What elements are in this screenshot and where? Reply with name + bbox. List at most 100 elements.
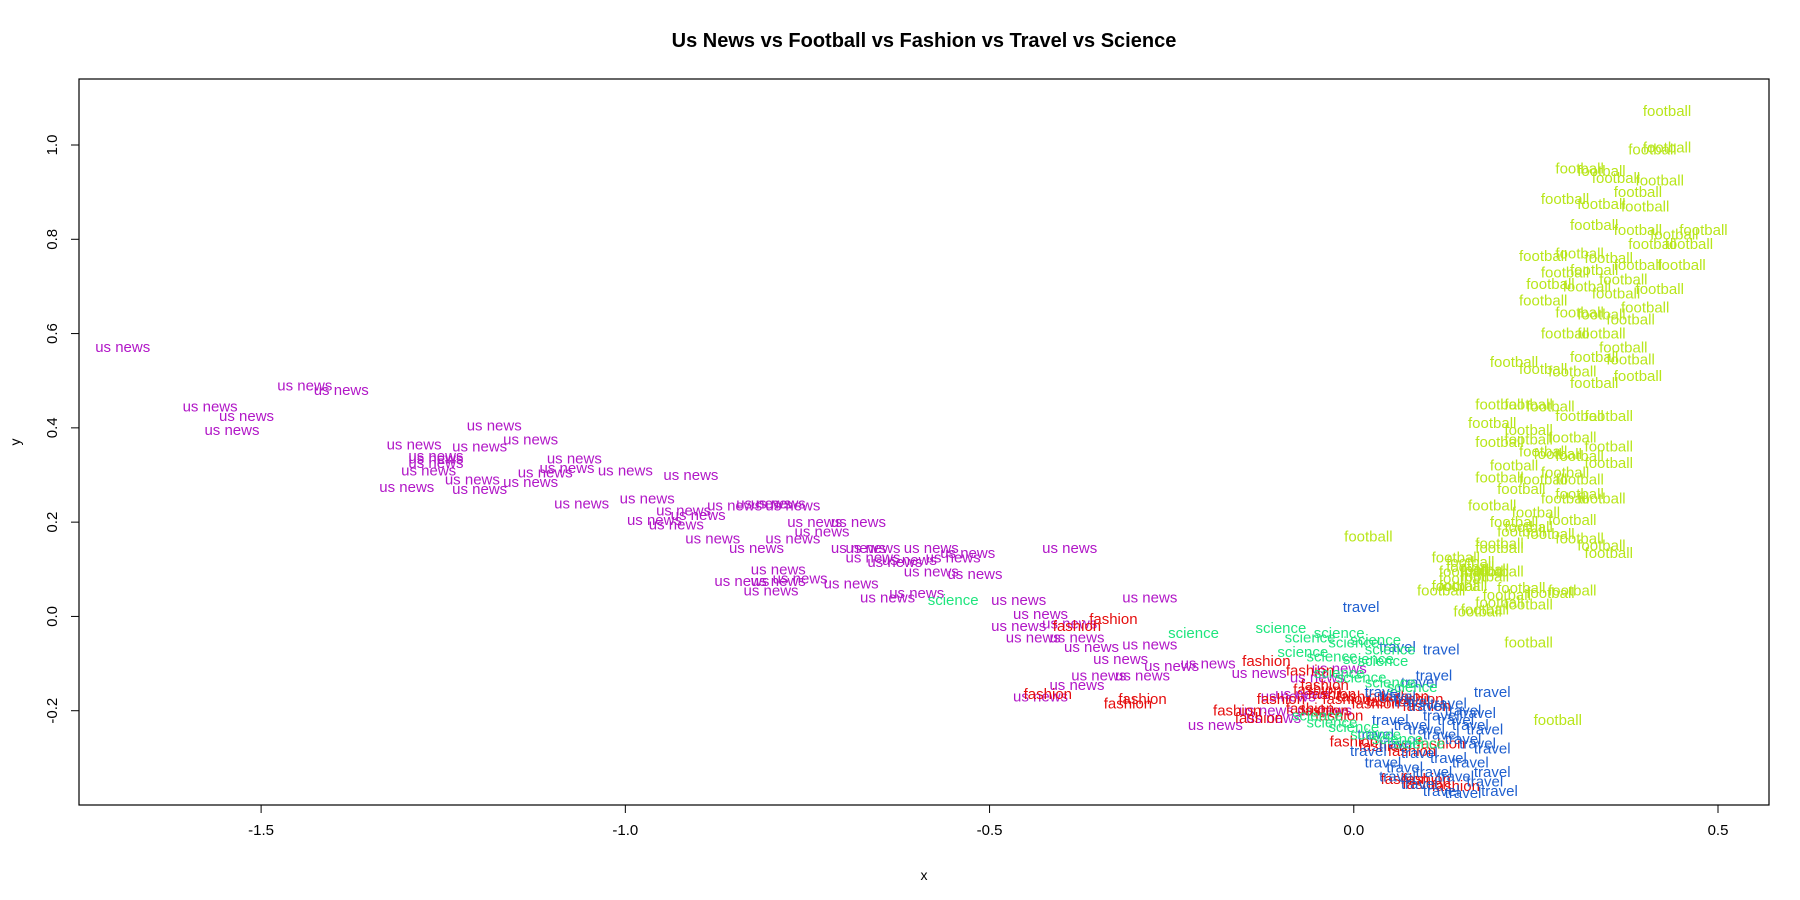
point-travel: travel [1445, 785, 1482, 802]
point-football: football [1577, 538, 1625, 555]
point-us-news: us news [1275, 686, 1330, 703]
point-travel: travel [1379, 639, 1416, 656]
point-fashion: fashion [1257, 691, 1305, 708]
point-football: football [1504, 432, 1552, 449]
point-football: football [1541, 326, 1589, 343]
point-travel: travel [1474, 684, 1511, 701]
x-tick-label: 0.5 [1708, 822, 1729, 839]
point-fashion: fashion [1024, 686, 1072, 703]
point-football: football [1555, 448, 1603, 465]
point-us-news: us news [445, 472, 500, 489]
point-science: science [1350, 726, 1401, 743]
point-football: football [1614, 222, 1662, 239]
point-us-news: us news [765, 498, 820, 515]
point-travel: travel [1343, 599, 1380, 616]
point-football: football [1585, 455, 1633, 472]
point-travel: travel [1416, 764, 1453, 781]
point-football: football [1585, 545, 1633, 562]
point-science: science [1314, 625, 1365, 642]
point-travel: travel [1423, 726, 1460, 743]
point-us-news: us news [1042, 616, 1097, 633]
point-travel: travel [1394, 717, 1431, 734]
point-football: football [1570, 375, 1618, 392]
point-football: football [1504, 597, 1552, 614]
point-us-news: us news [831, 540, 886, 557]
point-travel: travel [1437, 712, 1474, 729]
point-football: football [1628, 236, 1676, 253]
point-football: football [1541, 465, 1589, 482]
point-football: football [1541, 264, 1589, 281]
point-us-news: us news [467, 418, 522, 435]
point-fashion: fashion [1402, 771, 1450, 788]
point-football: football [1548, 429, 1596, 446]
point-us-news: us news [1071, 667, 1126, 684]
point-us-news: us news [940, 545, 995, 562]
point-football: football [1621, 198, 1669, 215]
point-us-news: us news [503, 474, 558, 491]
point-science: science [1350, 632, 1401, 649]
point-football: football [1534, 446, 1582, 463]
point-us-news: us news [204, 422, 259, 439]
chart-title: Us News vs Football vs Fashion vs Travel… [672, 30, 1177, 52]
point-us-news: us news [1261, 689, 1316, 706]
point-us-news: us news [1312, 660, 1367, 677]
point-football: football [1439, 578, 1487, 595]
point-football: football [1548, 363, 1596, 380]
point-fashion: fashion [1308, 686, 1356, 703]
point-fashion: fashion [1395, 691, 1443, 708]
point-travel: travel [1372, 712, 1409, 729]
point-football: football [1599, 340, 1647, 357]
point-fashion: fashion [1286, 663, 1334, 680]
point-football: football [1461, 568, 1509, 585]
point-us-news: us news [540, 460, 595, 477]
x-axis-label: x [921, 867, 928, 883]
point-us-news: us news [656, 502, 711, 519]
point-us-news: us news [379, 479, 434, 496]
point-fashion: fashion [1235, 710, 1283, 727]
point-travel: travel [1467, 722, 1504, 739]
point-us-news: us news [627, 512, 682, 529]
point-football: football [1614, 257, 1662, 274]
point-science: science [1256, 620, 1307, 637]
point-football: football [1665, 236, 1713, 253]
point-us-news: us news [947, 566, 1002, 583]
point-travel: travel [1423, 707, 1460, 724]
point-us-news: us news [95, 339, 150, 356]
point-us-news: us news [663, 467, 718, 484]
point-us-news: us news [904, 564, 959, 581]
point-football: football [1592, 170, 1640, 187]
point-science: science [1285, 630, 1336, 647]
point-us-news: us news [408, 448, 463, 465]
point-us-news: us news [1049, 677, 1104, 694]
point-fashion: fashion [1118, 691, 1166, 708]
point-us-news: us news [1049, 630, 1104, 647]
point-football: football [1490, 354, 1538, 371]
point-us-news: us news [824, 575, 879, 592]
point-us-news: us news [1239, 703, 1294, 720]
point-football: football [1519, 248, 1567, 265]
y-axis: -0.2 0.0 0.2 0.4 0.6 0.8 1.0 [44, 135, 80, 724]
point-us-news: us news [795, 524, 850, 541]
point-us-news: us news [707, 498, 762, 515]
point-football: football [1621, 300, 1669, 317]
x-tick-label: -0.5 [977, 822, 1003, 839]
point-football: football [1475, 535, 1523, 552]
point-football: football [1475, 469, 1523, 486]
point-football: football [1526, 585, 1574, 602]
point-us-news: us news [671, 507, 726, 524]
point-science: science [1365, 641, 1416, 658]
point-football: football [1577, 326, 1625, 343]
point-football: football [1606, 352, 1654, 369]
point-travel: travel [1423, 783, 1460, 800]
point-science: science [1336, 670, 1387, 687]
point-travel: travel [1437, 769, 1474, 786]
point-football: football [1555, 161, 1603, 178]
point-us-news: us news [889, 585, 944, 602]
point-travel: travel [1386, 759, 1423, 776]
point-football: football [1504, 396, 1552, 413]
point-science: science [1328, 634, 1379, 651]
point-us-news: us news [685, 531, 740, 548]
point-travel: travel [1452, 755, 1489, 772]
point-football: football [1475, 594, 1523, 611]
